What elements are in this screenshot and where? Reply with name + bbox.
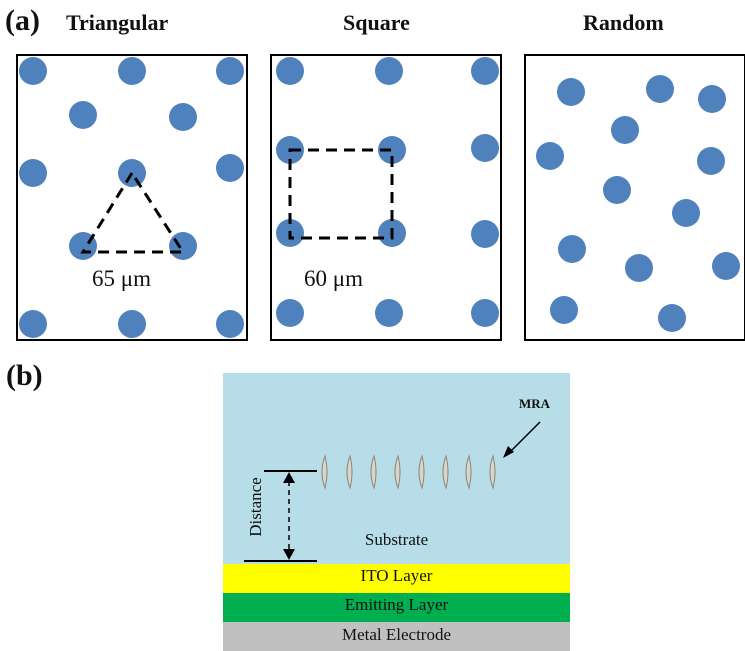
triangular-title: Triangular bbox=[66, 10, 169, 35]
lattice-dot bbox=[698, 85, 726, 113]
panel-a-label: (a) bbox=[5, 4, 40, 37]
lattice-dot bbox=[118, 310, 146, 338]
random-panel bbox=[524, 54, 745, 341]
lattice-dot bbox=[712, 252, 740, 280]
lattice-dot bbox=[19, 310, 47, 338]
lattice-dot bbox=[658, 304, 686, 332]
lattice-dot bbox=[672, 199, 700, 227]
lattice-dot bbox=[216, 57, 244, 85]
metal-electrode-label: Metal Electrode bbox=[341, 625, 452, 644]
lattice-dot bbox=[169, 103, 197, 131]
triangle-unit-cell bbox=[80, 170, 186, 254]
lattice-dot bbox=[471, 57, 499, 85]
lattice-dot bbox=[375, 299, 403, 327]
lattice-dot bbox=[19, 159, 47, 187]
emitting-layer-label: Emitting Layer bbox=[344, 595, 449, 614]
mra-pointer-line bbox=[509, 421, 541, 453]
ito-layer bbox=[223, 564, 570, 593]
lattice-dot bbox=[471, 299, 499, 327]
mra-pointer-head bbox=[503, 446, 514, 458]
mra-lens bbox=[465, 454, 472, 490]
distance-arrow-head-down bbox=[283, 549, 295, 560]
square-frame bbox=[270, 54, 502, 341]
mra-lens bbox=[418, 454, 425, 490]
lattice-dot bbox=[646, 75, 674, 103]
lattice-dot bbox=[118, 57, 146, 85]
mra-label: MRA bbox=[519, 396, 551, 411]
lattice-dot bbox=[697, 147, 725, 175]
mra-lens bbox=[394, 454, 401, 490]
lattice-dot bbox=[69, 101, 97, 129]
lattice-dot bbox=[276, 57, 304, 85]
random-title: Random bbox=[583, 10, 664, 35]
mra-lens bbox=[489, 454, 496, 490]
mra-lens bbox=[346, 454, 353, 490]
mra-lens bbox=[370, 454, 377, 490]
lattice-dot bbox=[216, 310, 244, 338]
lattice-dot bbox=[471, 134, 499, 162]
lattice-dot bbox=[375, 57, 403, 85]
triangular-panel bbox=[16, 54, 248, 341]
triangular-frame bbox=[16, 54, 248, 341]
lattice-dot bbox=[603, 176, 631, 204]
device-stack bbox=[223, 373, 570, 651]
lattice-dot bbox=[169, 232, 197, 260]
metal-electrode-layer bbox=[223, 622, 570, 651]
square-panel bbox=[270, 54, 502, 341]
distance-arrow-head-up bbox=[283, 472, 295, 483]
lattice-dot bbox=[378, 136, 406, 164]
triangular-spacing-label: 65 μm bbox=[92, 266, 151, 291]
lattice-dot bbox=[276, 299, 304, 327]
square-unit-cell bbox=[288, 148, 394, 240]
lattice-dot bbox=[471, 220, 499, 248]
mra-lens bbox=[321, 454, 328, 490]
lattice-dot bbox=[536, 142, 564, 170]
panel-b-label: (b) bbox=[6, 359, 43, 392]
ito-layer-label: ITO Layer bbox=[360, 566, 433, 585]
square-title: Square bbox=[343, 10, 410, 35]
emitting-layer bbox=[223, 593, 570, 622]
lattice-dot bbox=[611, 116, 639, 144]
lattice-dot bbox=[558, 235, 586, 263]
mra-lens bbox=[442, 454, 449, 490]
lattice-dot bbox=[625, 254, 653, 282]
lattice-dot bbox=[557, 78, 585, 106]
substrate-label: Substrate bbox=[364, 530, 429, 549]
square-spacing-label: 60 μm bbox=[304, 266, 363, 291]
lattice-dot bbox=[550, 296, 578, 324]
lattice-dot bbox=[216, 154, 244, 182]
lattice-dot bbox=[19, 57, 47, 85]
